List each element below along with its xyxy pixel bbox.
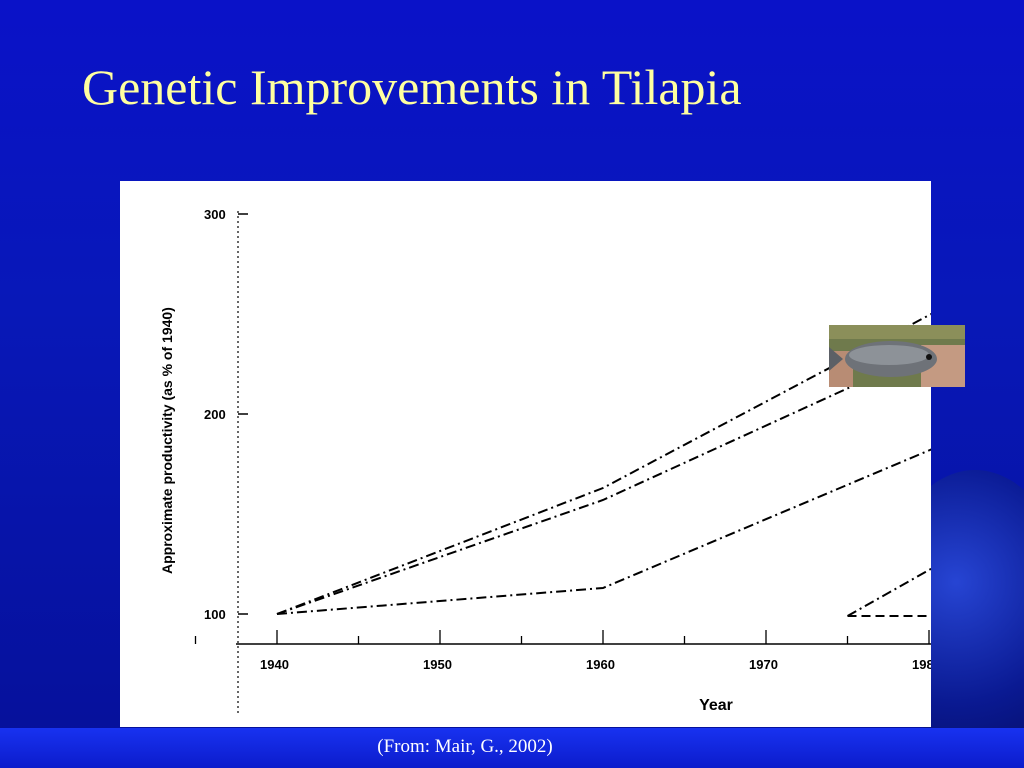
tilapia-photo bbox=[829, 325, 965, 387]
series-line-pigs bbox=[276, 448, 931, 615]
x-tick-label-1940: 1940 bbox=[260, 657, 289, 672]
citation: (From: Mair, G., 2002) bbox=[377, 736, 553, 757]
slide-title: Genetic Improvements in Tilapia bbox=[82, 59, 742, 115]
x-tick-label-1960: 1960 bbox=[586, 657, 615, 672]
productivity-chart: 1002003001940195019601970198019902000Yea… bbox=[159, 207, 931, 714]
x-tick-label-1970: 1970 bbox=[749, 657, 778, 672]
x-tick-label-1980: 1980 bbox=[912, 657, 931, 672]
series-line-norwegian-salmon bbox=[847, 567, 931, 617]
tilapia-photo-svg bbox=[829, 325, 965, 387]
series-line-chickens bbox=[276, 313, 931, 615]
footer-band bbox=[0, 728, 1024, 768]
y-tick-label-100: 100 bbox=[204, 607, 226, 622]
x-tick-label-1950: 1950 bbox=[423, 657, 452, 672]
x-axis-label: Year bbox=[699, 697, 733, 714]
y-tick-label-300: 300 bbox=[204, 207, 226, 222]
y-axis-label: Approximate productivity (as % of 1940) bbox=[159, 307, 175, 574]
y-tick-label-200: 200 bbox=[204, 407, 226, 422]
chart-panel: 1002003001940195019601970198019902000Yea… bbox=[120, 181, 931, 727]
